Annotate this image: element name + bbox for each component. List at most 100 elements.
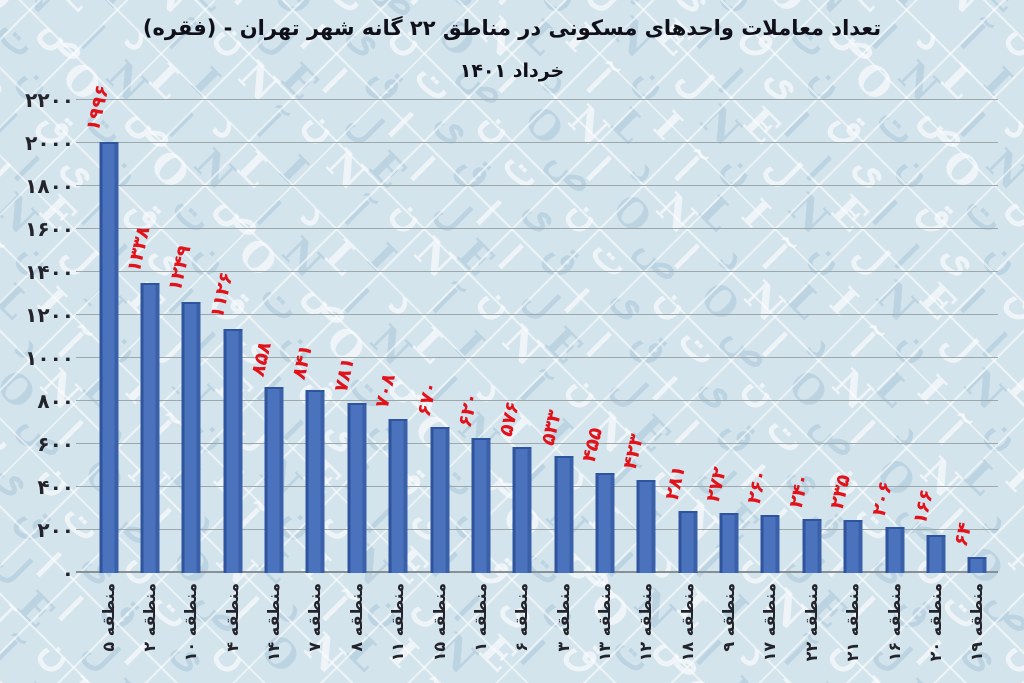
bar <box>388 418 408 573</box>
watermark-letter: ا <box>401 0 442 14</box>
x-axis-category-label: منطقه ۶ <box>512 583 532 652</box>
y-tick-label: ۱۶۰۰ <box>25 217 74 241</box>
plot-area: ۰ ۲۰۰ ۴۰۰ ۶۰۰ ۸۰۰ ۱۰۰۰ ۱۲۰۰ ۱۴۰۰ ۱۶۰۰ ۱۸۰۰ ۲۰۰۰ ۲۲۰… <box>25 82 998 661</box>
bar-slot: ۶۲۰ منطقه ۱ <box>454 100 501 652</box>
bar-value-label: ۱۹۹۶ <box>81 81 114 135</box>
x-axis-category-label: منطقه ۲۰ <box>925 583 945 662</box>
bar-slot: ۶۴ منطقه ۱۹ <box>950 100 998 661</box>
watermark-letter: E <box>8 582 64 638</box>
watermark-letter: I <box>798 674 844 683</box>
bar-value-label: ۱۳۳۸ <box>123 223 155 276</box>
bar-value-label: ۸۵۸ <box>247 337 276 379</box>
y-tick-label: ۲۲۰۰ <box>25 88 74 112</box>
bar-value-label: ۴۲۳ <box>619 431 649 473</box>
bar <box>802 519 822 573</box>
watermark-letter: د <box>358 675 404 683</box>
y-tick-label: ۴۰۰ <box>37 475 74 499</box>
watermark-letter: E <box>96 670 151 683</box>
bar-value-label: ۱۲۴۹ <box>164 242 196 295</box>
x-axis-category-label: منطقه ۱۴ <box>264 583 284 662</box>
watermark-letter: I <box>886 0 932 17</box>
watermark-letter: N <box>713 668 772 683</box>
bar <box>554 456 574 573</box>
bar-value-label: ۴۵۵ <box>578 424 607 466</box>
bar-slot: ۷۰۸ منطقه ۱۱ <box>371 100 419 661</box>
bar <box>926 535 946 573</box>
bar-value-label: ۵۷۶ <box>495 398 525 440</box>
x-axis-category-label: منطقه ۲ <box>140 583 160 652</box>
bar-slot: ۲۸۱ منطقه ۱۸ <box>661 100 708 661</box>
bar-slot: ۱۳۳۸ منطقه ۲ <box>123 100 170 652</box>
watermark-letter: آ <box>489 0 530 14</box>
watermark-letter: O <box>0 360 45 419</box>
bar-slot: ۵۳۳ منطقه ۳ <box>537 100 584 652</box>
x-axis-category-label: منطقه ۸ <box>346 583 366 652</box>
bar <box>223 328 243 573</box>
bar <box>678 510 698 573</box>
watermark-letter: ص <box>978 575 1024 644</box>
bar <box>636 480 656 573</box>
watermark-letter: L <box>756 671 809 683</box>
y-tick-label: ۱۸۰۰ <box>25 174 74 198</box>
bar-value-label: ۲۶۰ <box>743 466 773 508</box>
watermark-letter: E <box>888 670 943 683</box>
watermark-letter: ن <box>448 671 502 683</box>
bar <box>719 512 739 573</box>
bar-value-label: ۶۴ <box>950 519 977 550</box>
bar-slot: ۱۶۶ منطقه ۲۰ <box>909 100 956 661</box>
bar-value-label: ۱۱۲۶ <box>205 268 238 322</box>
x-axis-category-label: منطقه ۱ <box>470 583 490 652</box>
bar <box>595 473 615 573</box>
bar <box>843 520 863 573</box>
bar-slot: ۸۵۸ منطقه ۱۴ <box>247 100 294 661</box>
chart-subtitle: خرداد ۱۴۰۱ <box>459 60 565 82</box>
bar-slot: ۱۹۹۶ منطقه ۵ <box>82 82 129 652</box>
watermark-letter: ل <box>492 671 546 683</box>
watermark-letter: N <box>53 668 112 683</box>
bar <box>347 403 367 573</box>
watermark-letter: ن <box>624 671 678 683</box>
watermark-letter: ا <box>225 0 266 14</box>
y-tick-label: ۱۲۰۰ <box>25 303 74 327</box>
x-axis-category-label: منطقه ۱۲ <box>636 583 656 662</box>
chart-title: تعداد معاملات واحدهای مسکونی در مناطق ۲۲… <box>142 16 882 40</box>
x-axis-category-label: منطقه ۵ <box>98 583 118 652</box>
bar-slot: ۶۷۰ منطقه ۱۵ <box>413 100 460 661</box>
watermark-letter: آ <box>1017 501 1024 543</box>
bar-value-label: ۲۸۱ <box>660 461 690 503</box>
watermark-letter: O <box>669 669 727 683</box>
bar-slot: ۲۰۶ منطقه ۱۶ <box>868 100 915 661</box>
y-tick-label: ۶۰۰ <box>37 432 74 456</box>
bar-value-label: ۲۷۲ <box>702 463 731 505</box>
x-axis-category-label: منطقه ۱۱ <box>388 583 408 662</box>
y-tick-label: ۱۰۰۰ <box>25 346 74 370</box>
watermark-letter: ا <box>27 545 69 587</box>
bar-value-label: ۲۰۶ <box>867 477 897 520</box>
watermark-letter: ق <box>184 670 239 683</box>
watermark-letter: I <box>94 0 140 17</box>
watermark-letter: ق <box>976 670 1024 683</box>
bar-value-label: ۸۴۱ <box>288 341 318 383</box>
bar <box>264 386 284 573</box>
bar-slot: ۴۲۳ منطقه ۱۲ <box>619 100 667 661</box>
bar-value-label: ۵۳۳ <box>536 407 566 449</box>
watermark-letter: ل <box>0 142 18 197</box>
bar <box>471 437 491 573</box>
watermark-letter: N <box>0 580 25 640</box>
bar <box>967 557 987 573</box>
bar <box>181 302 201 573</box>
bar-slot: ۸۴۱ منطقه ۷ <box>289 100 336 652</box>
watermark-letter: ن <box>30 626 85 681</box>
bar <box>885 526 904 573</box>
x-axis-category-label: منطقه ۱۶ <box>884 583 904 662</box>
bar <box>512 447 532 573</box>
y-tick-label: ۲۰۰ <box>37 518 74 542</box>
bar-value-label: ۲۳۵ <box>826 471 855 513</box>
x-axis-category-label: منطقه ۲۱ <box>843 583 863 662</box>
x-axis-category-label: منطقه ۱۰ <box>181 583 201 662</box>
watermark-letter: ن <box>998 626 1024 681</box>
watermark-letter: E <box>998 362 1024 418</box>
x-axis-category-label: منطقه ۹ <box>719 583 739 652</box>
bar-slot: ۱۲۴۹ منطقه ۱۰ <box>164 100 212 661</box>
bar-slot: ۴۵۵ منطقه ۱۳ <box>578 100 625 661</box>
